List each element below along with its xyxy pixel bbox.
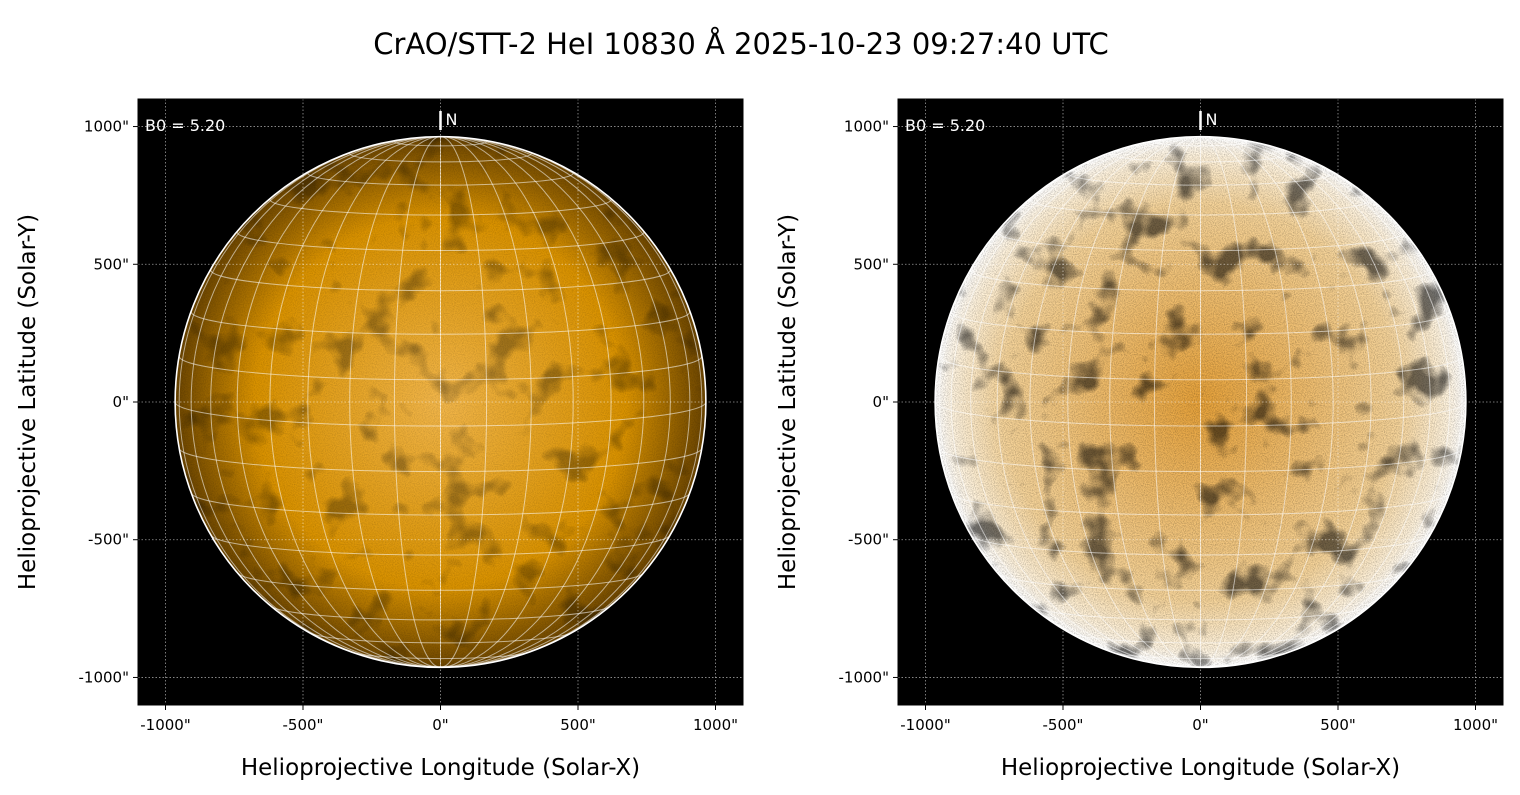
y-tick-label: 500"	[853, 255, 889, 273]
latitude-line	[210, 269, 671, 292]
longitude-line	[307, 136, 441, 668]
y-tick-label: -500"	[848, 531, 889, 549]
x-tick-label: 500"	[1320, 716, 1356, 734]
y-tick-label: 0"	[113, 393, 129, 411]
longitude-line	[440, 136, 691, 668]
latitude-line	[935, 401, 1466, 427]
x-axis-label: Helioprojective Longitude (Solar-X)	[1001, 755, 1400, 781]
north-label: N	[1206, 110, 1218, 129]
y-tick-label: 0"	[873, 393, 889, 411]
latitude-line	[307, 172, 574, 186]
x-tick-label: -500"	[1043, 716, 1084, 734]
x-tick-label: -1000"	[900, 716, 951, 734]
y-tick-label: -1000"	[79, 668, 130, 686]
x-tick-label: 0"	[1192, 716, 1208, 734]
y-tick-label: 1000"	[844, 118, 889, 136]
latitude-line	[269, 604, 612, 621]
latitude-line	[950, 492, 1451, 516]
y-axis-label: Helioprojective Latitude (Solar-Y)	[15, 214, 41, 590]
x-tick-label: -500"	[283, 716, 324, 734]
figure-title: CrAO/STT-2 HeI 10830 Å 2025-10-23 09:27:…	[373, 27, 1109, 61]
axes-left: -1000" -500" 0" 500" 1000" -1000" -500" 0" 500" 1…	[15, 98, 744, 781]
longitude-line	[1200, 136, 1248, 668]
latitude-line	[1029, 604, 1372, 621]
x-axis-label: Helioprojective Longitude (Solar-X)	[241, 755, 640, 781]
longitude-line	[938, 136, 1201, 668]
longitude-line	[269, 136, 441, 668]
latitude-line	[1067, 172, 1334, 186]
x-tick-label: 500"	[560, 716, 596, 734]
y-tick-label: 500"	[93, 255, 129, 273]
latitude-line	[190, 492, 691, 516]
x-tick-label: 1000"	[693, 716, 738, 734]
y-axis-label: Helioprojective Latitude (Solar-Y)	[775, 214, 801, 590]
north-label: N	[446, 110, 458, 129]
longitude-line	[1200, 136, 1451, 668]
x-tick-label: 1000"	[1453, 716, 1498, 734]
latitude-line	[349, 153, 532, 163]
longitude-line	[440, 136, 488, 668]
longitude-line	[1200, 136, 1405, 668]
longitude-line	[349, 136, 441, 668]
longitude-line	[440, 136, 645, 668]
x-tick-label: -1000"	[140, 716, 191, 734]
latitude-line	[175, 401, 706, 427]
latitude-line	[970, 269, 1431, 292]
longitude-line	[210, 136, 441, 668]
b0-annotation: B0 = 5.20	[905, 116, 985, 135]
longitude-line	[970, 136, 1201, 668]
axes-right: -1000" -500" 0" 500" 1000" -1000" -500" 0" 500" 1…	[775, 98, 1504, 781]
y-tick-label: -500"	[88, 531, 129, 549]
longitude-line	[178, 136, 441, 668]
latitude-line	[1109, 153, 1292, 163]
axes-frame	[897, 98, 1504, 706]
longitude-line	[1029, 136, 1201, 668]
y-tick-label: 1000"	[84, 118, 129, 136]
x-tick-label: 0"	[432, 716, 448, 734]
latitude-line	[178, 447, 703, 473]
b0-annotation: B0 = 5.20	[145, 116, 225, 135]
longitude-line	[1109, 136, 1201, 668]
y-tick-label: -1000"	[839, 668, 890, 686]
longitude-line	[1067, 136, 1201, 668]
axes-frame	[137, 98, 744, 706]
